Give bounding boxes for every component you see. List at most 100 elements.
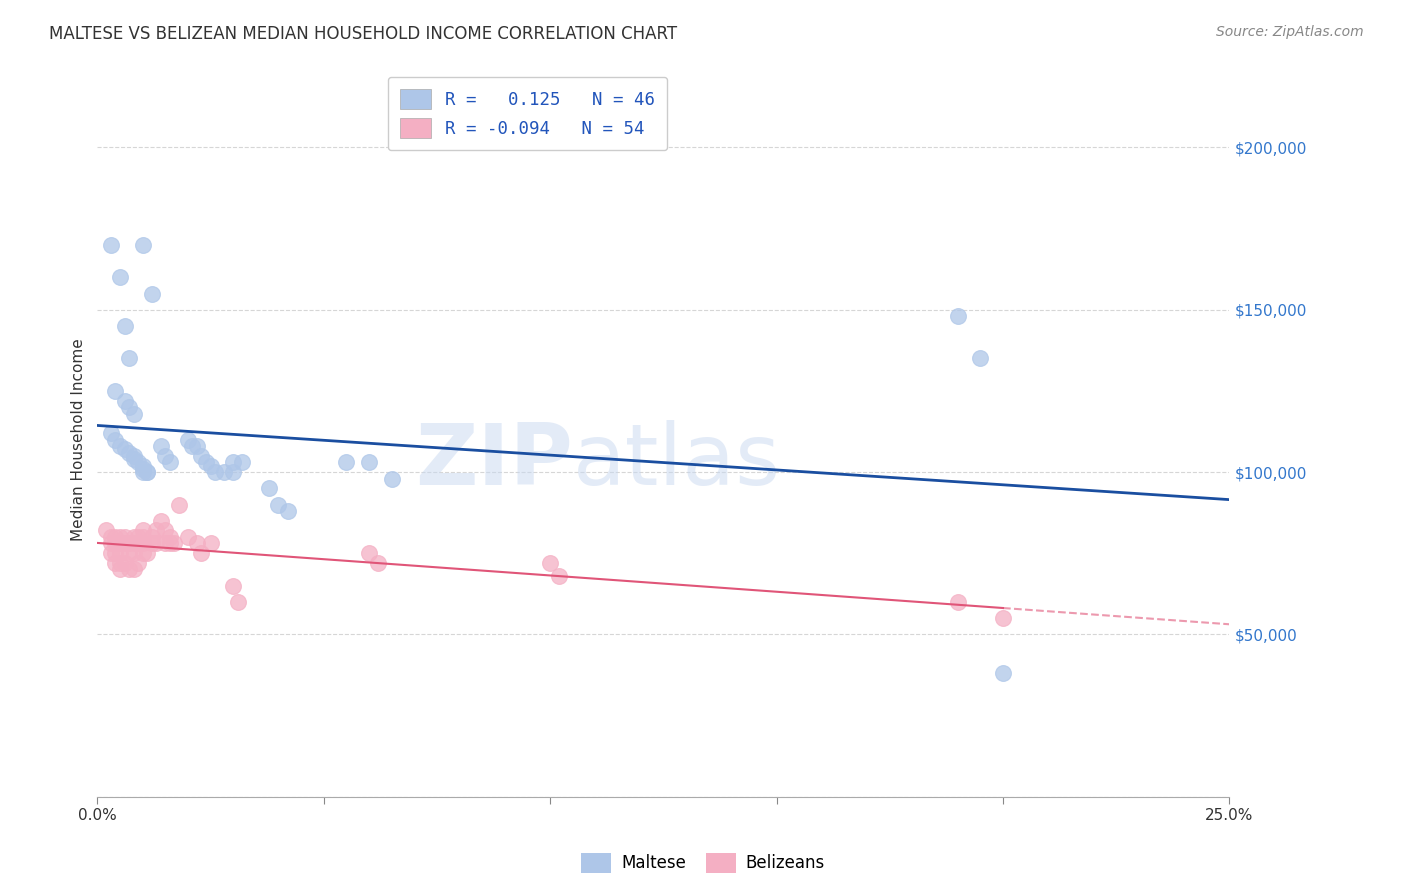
Point (108, 546, 131, 560)
Point (122, 449, 145, 463)
Point (114, 556, 136, 570)
Point (100, 530, 122, 544)
Point (131, 462, 153, 476)
Point (118, 562, 141, 576)
Point (155, 449, 177, 463)
Point (155, 536, 177, 550)
Point (167, 498, 190, 512)
Point (136, 546, 159, 560)
Point (131, 530, 153, 544)
Point (118, 351, 141, 366)
Point (357, 546, 380, 560)
Point (100, 546, 122, 560)
Point (131, 237, 153, 252)
Point (131, 465, 153, 479)
Point (104, 384, 127, 398)
Point (335, 455, 357, 469)
Point (122, 562, 145, 576)
Point (131, 524, 153, 538)
Point (177, 433, 200, 447)
Point (145, 536, 167, 550)
Point (127, 536, 149, 550)
Point (141, 286, 163, 301)
Point (108, 536, 131, 550)
Point (195, 455, 218, 469)
Point (357, 455, 380, 469)
Text: Source: ZipAtlas.com: Source: ZipAtlas.com (1216, 25, 1364, 39)
Point (149, 514, 172, 528)
Point (226, 595, 249, 609)
Point (367, 556, 389, 570)
Point (114, 536, 136, 550)
Point (114, 442, 136, 457)
Point (122, 530, 145, 544)
Point (118, 400, 141, 414)
Point (127, 455, 149, 469)
Point (177, 530, 200, 544)
Point (100, 536, 122, 550)
Legend: Maltese, Belizeans: Maltese, Belizeans (574, 847, 832, 880)
Point (969, 351, 991, 366)
Point (204, 465, 226, 479)
Point (114, 318, 136, 333)
Point (104, 433, 127, 447)
Point (104, 546, 127, 560)
Point (122, 536, 145, 550)
Point (155, 524, 177, 538)
Point (141, 536, 163, 550)
Point (267, 498, 290, 512)
Point (200, 536, 222, 550)
Point (222, 579, 245, 593)
Point (141, 530, 163, 544)
Point (212, 465, 235, 479)
Point (946, 595, 969, 609)
Point (118, 546, 141, 560)
Point (231, 455, 253, 469)
Point (131, 536, 153, 550)
Point (108, 562, 131, 576)
Point (100, 237, 122, 252)
Legend: R =   0.125   N = 46, R = -0.094   N = 54: R = 0.125 N = 46, R = -0.094 N = 54 (388, 77, 668, 150)
Point (277, 504, 299, 518)
Point (190, 546, 212, 560)
Point (104, 556, 127, 570)
Point (122, 452, 145, 467)
Point (259, 481, 281, 495)
Point (108, 439, 131, 453)
Point (181, 439, 204, 453)
Point (96, 524, 118, 538)
Point (222, 455, 245, 469)
Text: ZIP: ZIP (415, 419, 572, 502)
Point (222, 465, 245, 479)
Point (108, 530, 131, 544)
Point (122, 546, 145, 560)
Point (946, 310, 969, 324)
Point (548, 569, 571, 583)
Point (118, 445, 141, 459)
Point (127, 556, 149, 570)
Point (538, 556, 561, 570)
Point (159, 536, 181, 550)
Point (159, 455, 181, 469)
Point (163, 536, 186, 550)
Point (991, 666, 1014, 681)
Point (127, 530, 149, 544)
Point (108, 270, 131, 285)
Point (108, 556, 131, 570)
Point (149, 439, 172, 453)
Point (131, 458, 153, 473)
Text: MALTESE VS BELIZEAN MEDIAN HOUSEHOLD INCOME CORRELATION CHART: MALTESE VS BELIZEAN MEDIAN HOUSEHOLD INC… (49, 25, 678, 43)
Point (104, 536, 127, 550)
Point (122, 407, 145, 421)
Point (104, 530, 127, 544)
Point (991, 611, 1014, 625)
Point (190, 449, 212, 463)
Point (136, 465, 159, 479)
Point (136, 465, 159, 479)
Text: atlas: atlas (572, 419, 780, 502)
Point (114, 530, 136, 544)
Y-axis label: Median Household Income: Median Household Income (72, 338, 86, 541)
Point (114, 393, 136, 408)
Point (186, 439, 208, 453)
Point (159, 530, 181, 544)
